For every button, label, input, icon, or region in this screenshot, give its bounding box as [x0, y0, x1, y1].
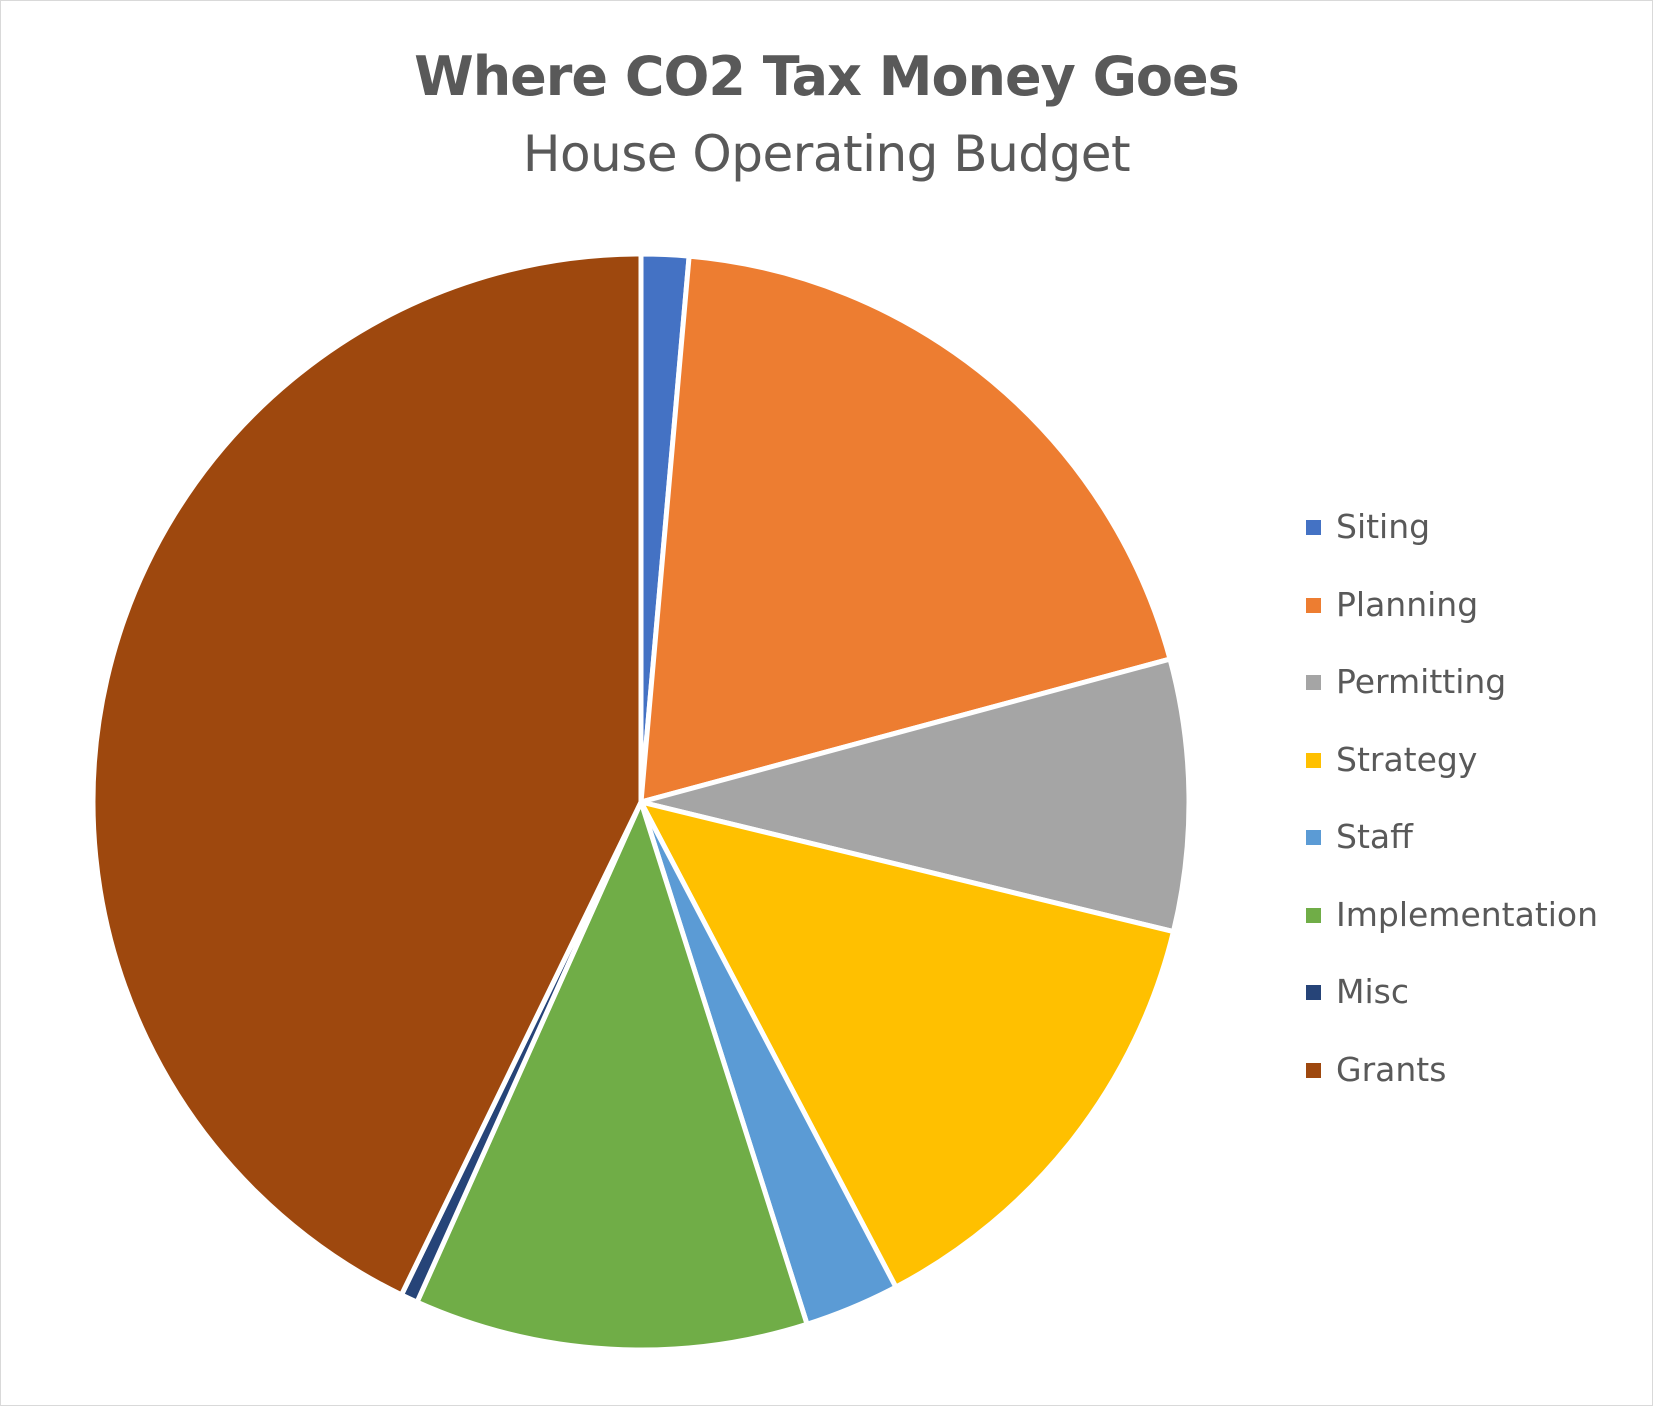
pie-slice-implementation [414, 799, 810, 1353]
legend-swatch [1306, 830, 1321, 845]
legend-swatch [1306, 597, 1321, 613]
pie-slice-permitting [638, 656, 1192, 935]
legend-label: Grants [1336, 1049, 1447, 1089]
chart-title: Where CO2 Tax Money Goes [414, 45, 1240, 108]
legend-label: Strategy [1336, 739, 1478, 779]
legend-label: Permitting [1336, 662, 1507, 701]
legend-label: Misc [1336, 972, 1409, 1011]
legend-label: Implementation [1336, 894, 1599, 934]
pie-slice-grants [90, 251, 644, 1298]
legend-swatch [1306, 985, 1321, 1000]
pie-slice-strategy [638, 799, 1176, 1290]
legend-swatch [1306, 520, 1321, 535]
legend-swatch [1306, 1062, 1321, 1078]
pie-slice-planning [638, 253, 1173, 805]
legend-swatch [1306, 752, 1321, 768]
legend-swatch [1306, 907, 1321, 923]
chart-subtitle: House Operating Budget [522, 125, 1131, 183]
legend-swatch [1306, 675, 1321, 690]
legend-label: Siting [1336, 507, 1431, 546]
legend-label: Planning [1336, 584, 1479, 624]
legend-label: Staff [1336, 817, 1413, 856]
